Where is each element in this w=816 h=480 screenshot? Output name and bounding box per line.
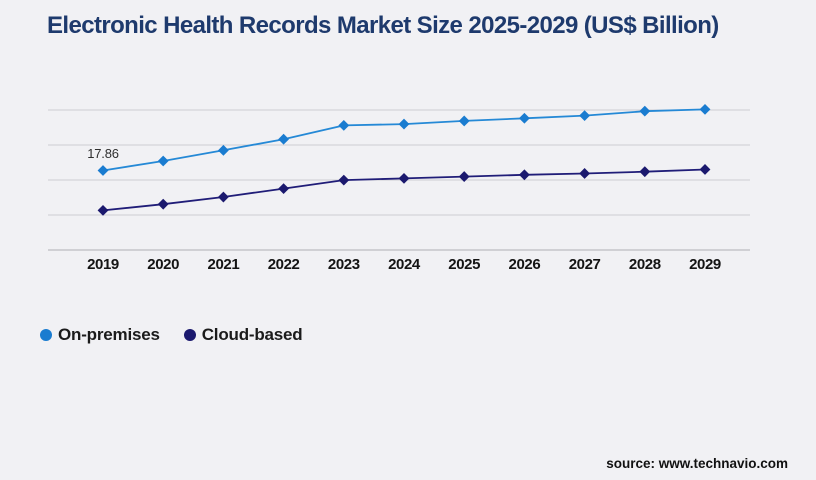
x-axis-label: 2025 (448, 256, 481, 273)
data-point-cloud-based (218, 191, 229, 203)
source-attribution: source: www.technavio.com (606, 456, 788, 471)
x-axis-label: 2020 (147, 256, 180, 273)
legend-item-cloud-based: Cloud-based (183, 325, 303, 345)
x-axis: 2019 2020 2021 2022 2023 2024 2025 2026 2027 2028… (0, 256, 816, 276)
data-point-on-premises (699, 103, 711, 115)
x-axis-label: 2021 (207, 256, 240, 273)
x-axis-label: 2029 (689, 256, 721, 273)
data-point-cloud-based (579, 168, 590, 179)
data-point-on-premises (458, 115, 470, 127)
data-point-cloud-based (458, 171, 470, 182)
data-point-on-premises (338, 120, 350, 131)
data-point-cloud-based (519, 169, 530, 181)
line-chart-plot-area (48, 103, 750, 251)
legend-label-on-premises: On-premises (58, 325, 160, 344)
data-point-on-premises (278, 133, 289, 145)
x-axis-label: 2024 (388, 256, 420, 273)
data-point-on-premises (519, 112, 530, 124)
data-point-on-premises (97, 165, 109, 176)
chart-title: Electronic Health Records Market Size 20… (47, 12, 719, 39)
data-point-cloud-based (278, 183, 289, 194)
legend: On-premises Cloud-based (40, 325, 303, 345)
x-axis-label: 2028 (628, 256, 661, 273)
x-axis-label: 2027 (568, 256, 601, 273)
series-line-on-premises (102, 108, 706, 172)
x-axis-label: 2022 (267, 256, 300, 273)
data-point-cloud-based (97, 204, 109, 216)
legend-item-on-premises: On-premises (40, 325, 160, 345)
data-point-on-premises (218, 144, 229, 156)
data-point-on-premises (157, 155, 169, 167)
data-point-on-premises (579, 110, 590, 122)
x-axis-label: 2023 (327, 256, 360, 273)
data-point-cloud-based (338, 174, 350, 186)
legend-marker-cloud-based-icon (183, 329, 196, 341)
data-point-cloud-based (639, 166, 651, 178)
data-point-cloud-based (157, 198, 169, 210)
legend-marker-on-premises-icon (40, 329, 52, 341)
legend-label-cloud-based: Cloud-based (201, 325, 303, 344)
data-label-2019-on-premises: 17.86 (87, 146, 119, 161)
data-point-on-premises (639, 105, 651, 117)
data-point-on-premises (398, 118, 410, 130)
x-axis-label: 2026 (508, 256, 541, 273)
x-axis-label: 2019 (87, 256, 119, 273)
data-point-cloud-based (398, 172, 410, 184)
data-point-cloud-based (699, 164, 711, 175)
